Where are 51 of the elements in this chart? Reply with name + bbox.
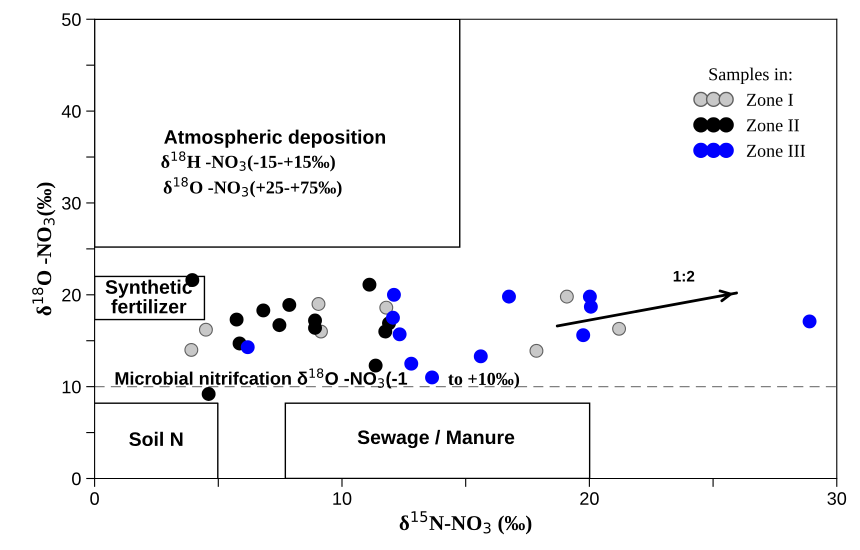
x-tick-label: 20 xyxy=(580,492,599,505)
point xyxy=(184,342,198,357)
ref-line-label: Microbial nitrifcation δ$^{18}$O -NO$_{3}$(-1 xyxy=(116,368,408,388)
point xyxy=(256,303,270,318)
y-tick-label: 20 xyxy=(62,288,81,302)
annotation: Sewage / Manure xyxy=(358,430,514,448)
x-tick-label: 10 xyxy=(333,492,352,505)
point xyxy=(312,297,326,311)
legend-label: Zone I xyxy=(746,94,794,106)
point xyxy=(502,290,516,304)
point xyxy=(802,314,817,328)
point xyxy=(386,310,400,325)
point xyxy=(425,370,439,384)
point xyxy=(386,288,401,302)
y-tick-label: 40 xyxy=(62,105,81,118)
legend-title: Samples in: xyxy=(709,68,792,84)
point xyxy=(202,387,216,401)
y-axis-title: δ$^{18}$O -NO$_{3}$(‰) xyxy=(32,182,56,316)
point xyxy=(529,344,544,358)
point xyxy=(379,300,394,315)
point xyxy=(362,278,376,292)
point xyxy=(230,312,244,327)
point xyxy=(378,324,392,338)
point xyxy=(240,340,255,354)
y-tick-label: 10 xyxy=(62,380,81,394)
point xyxy=(576,328,590,342)
annotation: Atmospheric deposition xyxy=(164,130,386,148)
x-tick-label: 30 xyxy=(827,492,846,505)
point xyxy=(584,300,598,314)
point xyxy=(392,327,407,342)
annotation: 1:2 xyxy=(674,270,694,282)
annotation: Soil N xyxy=(129,432,182,446)
x-tick-label: 0 xyxy=(90,492,99,505)
annotation: Synthetic fertilizer xyxy=(106,280,192,314)
y-tick-label: 30 xyxy=(62,196,81,210)
point xyxy=(282,298,296,312)
annotation: to +10‰) xyxy=(448,372,520,389)
annotation: δ$^{18}$H -NO$_{3}$(-15-+15‰) xyxy=(161,151,335,172)
point xyxy=(368,358,383,372)
point xyxy=(474,349,488,364)
y-tick-label: 50 xyxy=(62,13,81,26)
legend-label: Zone III xyxy=(746,144,806,157)
annotation: δ$^{18}$O -NO$_{3}$(+25-+75‰) xyxy=(164,177,342,198)
legend-label: Zone II xyxy=(746,119,800,132)
x-axis-title: δ$^{15}$N-NO$_{3}$ (‰) xyxy=(400,511,532,534)
point xyxy=(612,322,626,336)
point xyxy=(560,290,574,304)
y-tick-label: 0 xyxy=(72,472,81,486)
point xyxy=(272,318,286,332)
point xyxy=(404,356,418,371)
point xyxy=(198,322,213,337)
